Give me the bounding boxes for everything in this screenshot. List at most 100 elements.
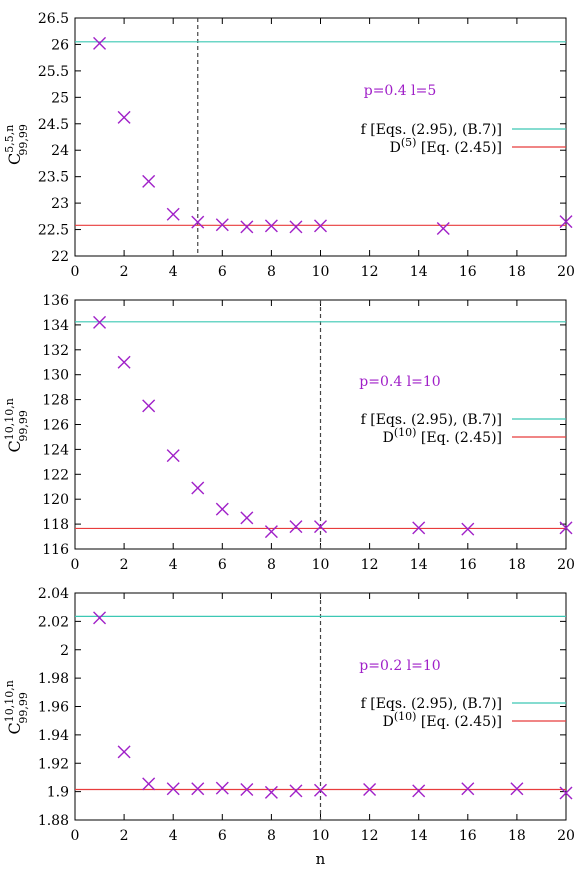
y-axis-label-sub: 99,99 — [17, 410, 30, 442]
data-point-marker — [93, 611, 107, 625]
data-point-marker — [191, 782, 205, 796]
marker-stroke — [215, 218, 229, 232]
y-tick-label: 25 — [51, 90, 69, 106]
x-tick-label: 12 — [361, 828, 379, 844]
x-tick-label: 18 — [508, 264, 526, 280]
marker-stroke — [117, 110, 131, 124]
legend-text-part: D — [390, 140, 401, 156]
x-tick-label: 4 — [169, 828, 178, 844]
x-tick-label: 2 — [120, 264, 129, 280]
data-point-marker — [93, 36, 107, 50]
y-tick-label: 23 — [51, 196, 69, 212]
x-tick-label: 0 — [71, 557, 80, 573]
y-tick-label: 126 — [42, 418, 69, 434]
x-tick-label: 8 — [267, 828, 276, 844]
x-tick-label: 6 — [218, 557, 227, 573]
marker-stroke — [314, 520, 327, 534]
legend-text-part: (10) — [394, 426, 417, 439]
x-tick-label: 18 — [508, 557, 526, 573]
legend-text-part: [Eq. (2.45)] — [416, 140, 502, 156]
data-point-marker — [142, 174, 156, 188]
x-tick-label: 8 — [267, 264, 276, 280]
data-point-marker — [289, 520, 303, 534]
marker-stroke — [289, 520, 303, 534]
x-tick-label: 0 — [71, 828, 80, 844]
annotation-label: p=0.4 l=5 — [364, 83, 437, 99]
marker-stroke — [314, 783, 327, 797]
legend-text-part: f [Eqs. (2.95), (B.7)] — [361, 696, 502, 712]
marker-stroke — [363, 783, 377, 796]
x-tick-label: 20 — [557, 264, 575, 280]
legend-text-part: D — [383, 430, 394, 446]
x-tick-label: 10 — [312, 557, 330, 573]
y-axis-label: C10,10,n99,99 — [3, 398, 30, 452]
y-tick-label: 1.96 — [38, 700, 69, 716]
marker-stroke — [412, 521, 426, 535]
data-point-marker — [314, 783, 327, 797]
data-point-marker — [117, 110, 131, 124]
data-point-marker — [559, 521, 573, 535]
marker-stroke — [166, 207, 180, 221]
data-point-marker — [559, 215, 573, 229]
panel-bottom: 0 2 4 6 8 10 12 14 16 18 20 1.88 1.9 1.92 1.94 1.96 1.98… — [3, 586, 575, 868]
x-tick-label: 20 — [557, 828, 575, 844]
marker-stroke — [264, 785, 278, 799]
marker-stroke — [191, 782, 205, 796]
y-axis-label: C5,5,n99,99 — [3, 124, 30, 165]
y-tick-label: 1.88 — [38, 813, 69, 829]
legend-entry-f: f [Eqs. (2.95), (B.7)] — [361, 696, 502, 712]
legend-text-part: [Eq. (2.45)] — [416, 430, 502, 446]
y-tick-label: 116 — [42, 542, 69, 558]
legend-text-part: f [Eqs. (2.95), (B.7)] — [361, 122, 502, 138]
annotation-label: p=0.2 l=10 — [359, 658, 440, 674]
marker-stroke — [559, 786, 573, 800]
legend-entry-f: f [Eqs. (2.95), (B.7)] — [361, 122, 502, 138]
y-tick-label: 134 — [42, 318, 69, 334]
data-point-marker — [510, 782, 524, 796]
marker-stroke — [240, 783, 254, 796]
legend-entry-d: D(5) [Eq. (2.45)] — [390, 136, 502, 156]
marker-stroke — [289, 784, 303, 798]
marker-stroke — [559, 215, 573, 229]
data-point-marker — [264, 525, 278, 539]
marker-stroke — [461, 782, 475, 796]
data-point-marker — [314, 520, 327, 534]
data-point-marker — [264, 785, 278, 799]
x-tick-label: 2 — [120, 557, 129, 573]
data-point-marker — [240, 220, 254, 234]
x-tick-label: 8 — [267, 557, 276, 573]
x-tick-label: 4 — [169, 557, 178, 573]
marker-stroke — [264, 525, 278, 539]
y-axis-label-sub: 99,99 — [17, 124, 30, 156]
data-point-marker — [412, 521, 426, 535]
data-point-marker — [240, 511, 254, 525]
x-tick-label: 14 — [410, 828, 428, 844]
y-tick-label: 2.02 — [38, 614, 69, 630]
marker-stroke — [142, 777, 156, 791]
marker-stroke — [559, 521, 573, 535]
data-point-marker — [264, 219, 278, 233]
data-point-marker — [412, 784, 426, 798]
x-tick-label: 20 — [557, 557, 575, 573]
data-point-marker — [117, 745, 131, 759]
marker-stroke — [191, 215, 205, 229]
data-point-marker — [142, 777, 156, 791]
y-tick-label: 120 — [42, 492, 69, 508]
data-point-marker — [215, 502, 229, 516]
data-point-marker — [117, 355, 131, 369]
y-axis-label-base: C — [5, 440, 24, 452]
marker-stroke — [215, 502, 229, 516]
y-tick-label: 122 — [42, 467, 69, 483]
y-tick-label: 1.94 — [38, 728, 69, 744]
y-tick-label: 132 — [42, 343, 69, 359]
data-point-marker — [240, 783, 254, 796]
x-axis-label: n — [316, 850, 326, 868]
x-tick-label: 16 — [459, 828, 477, 844]
legend-text-part: D — [383, 714, 394, 730]
marker-stroke — [240, 511, 254, 525]
y-tick-label: 136 — [42, 293, 69, 309]
x-tick-label: 0 — [71, 264, 80, 280]
y-tick-label: 118 — [42, 517, 69, 533]
marker-stroke — [166, 449, 180, 463]
